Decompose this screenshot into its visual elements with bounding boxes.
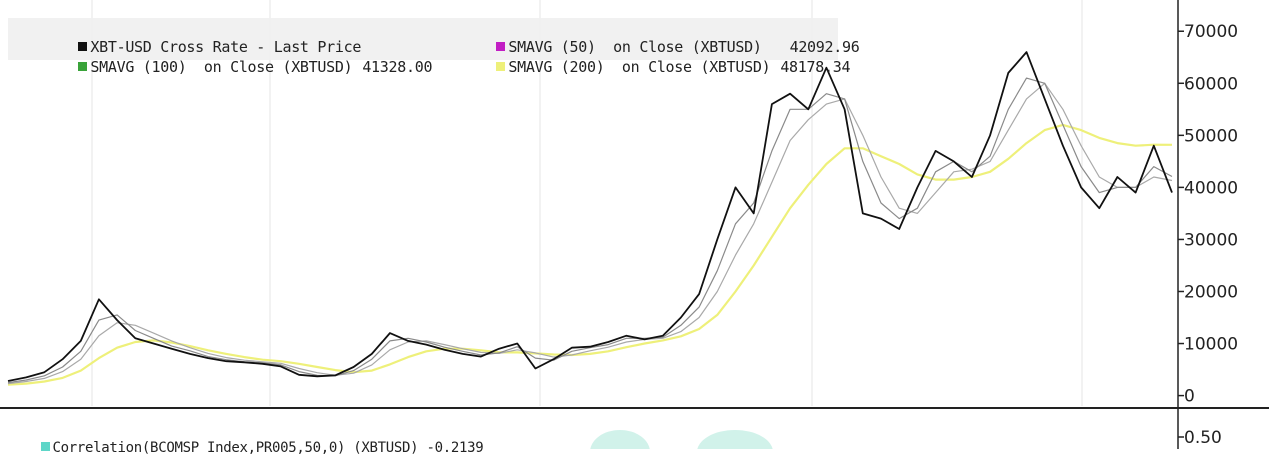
legend-swatch-price <box>78 42 88 51</box>
legend-value-correlation: -0.2139 <box>426 440 484 456</box>
legend: XBT-USD Cross Rate - Last Price SMAVG (1… <box>8 18 860 76</box>
chart-panel: 0 10000 20000 30000 40000 50000 60000 70000 0.5… <box>0 0 1269 456</box>
grid-lines <box>91 0 1083 406</box>
correlation-legend: Correlation(BCOMSP Index,PR005,50,0) (XB… <box>8 424 484 472</box>
series-line-sma200 <box>7 123 1173 386</box>
legend-value-sma200: 48178.34 <box>780 58 851 76</box>
y-tick-label: 60000 <box>1184 74 1238 94</box>
legend-item-sma100: SMAVG (100) on Close (XBTUSD) 41328.00 <box>26 40 432 94</box>
series-line-price <box>7 51 1173 382</box>
legend-swatch-sma100 <box>78 62 88 71</box>
y-axis-ticks: 0 10000 20000 30000 40000 50000 60000 70000 <box>1178 22 1238 407</box>
y-tick-label: 30000 <box>1184 230 1238 250</box>
y-tick-label: 70000 <box>1184 22 1238 42</box>
legend-item-sma200: SMAVG (200) on Close (XBTUSD) 48178.34 <box>444 40 850 94</box>
correlation-area <box>590 430 650 449</box>
legend-swatch-sma50 <box>496 42 506 51</box>
legend-swatch-sma200 <box>496 62 506 71</box>
series-lines <box>7 51 1173 386</box>
legend-label-price: XBT-USD Cross Rate - Last Price <box>90 38 362 56</box>
legend-item-sma50: SMAVG (50) on Close (XBTUSD) 42092.96 <box>444 20 860 74</box>
legend-value-sma100: 41328.00 <box>362 58 433 76</box>
y-tick-label: 20000 <box>1184 282 1238 302</box>
correlation-panel: 0.50 <box>590 428 1222 449</box>
legend-label-sma100: SMAVG (100) on Close (XBTUSD) <box>90 58 353 76</box>
series-line-sma50 <box>7 77 1173 384</box>
correlation-area <box>697 430 773 449</box>
legend-item-price: XBT-USD Cross Rate - Last Price <box>26 20 361 74</box>
legend-label-correlation: Correlation(BCOMSP Index,PR005,50,0) (XB… <box>52 440 419 456</box>
legend-label-sma50: SMAVG (50) on Close (XBTUSD) <box>508 38 762 56</box>
y-tick-label: 0 <box>1184 387 1195 407</box>
legend-label-sma200: SMAVG (200) on Close (XBTUSD) <box>508 58 771 76</box>
y-tick-label: 10000 <box>1184 335 1238 355</box>
legend-value-sma50: 42092.96 <box>789 38 860 56</box>
y-tick-label: 40000 <box>1184 178 1238 198</box>
y-tick-label: 50000 <box>1184 126 1238 146</box>
price-chart: 0 10000 20000 30000 40000 50000 60000 70000 0.5… <box>0 0 1269 449</box>
sub-y-tick-label: 0.50 <box>1184 428 1222 448</box>
series-line-sma100 <box>7 82 1173 385</box>
legend-swatch-correlation <box>40 442 50 451</box>
